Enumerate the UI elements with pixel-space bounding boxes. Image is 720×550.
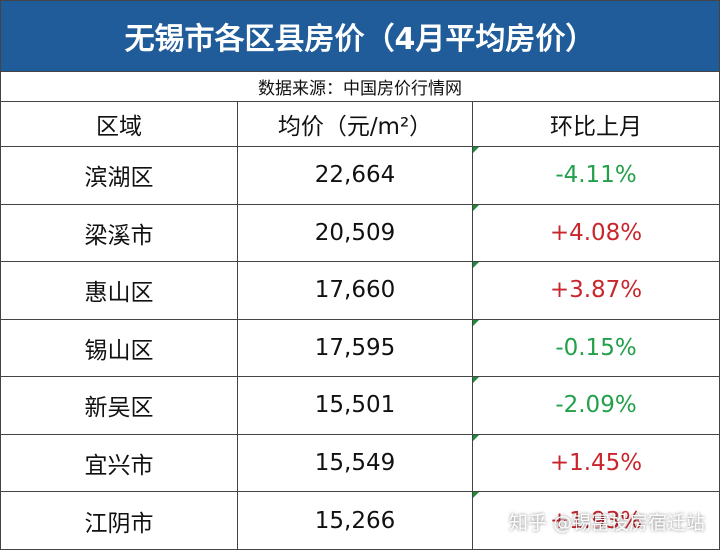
column-header: 均价（元/m²） xyxy=(238,102,473,146)
table-cell: -2.09% xyxy=(473,377,719,434)
table-cell: 17,595 xyxy=(238,319,473,376)
table-cell: 22,664 xyxy=(238,147,473,204)
column-header: 环比上月 xyxy=(550,114,642,140)
title: 无锡市各区县房价（4月平均房价） xyxy=(1,1,719,72)
table-row: 惠山区 17,660 +3.87% xyxy=(1,262,719,320)
table-cell: 20,509 xyxy=(238,204,473,261)
table-row: 滨湖区 22,664 -4.11% xyxy=(1,147,719,205)
watermark: 知乎 @锡富投房宿迁站 xyxy=(508,512,705,534)
table-cell: 梁溪市 xyxy=(1,204,238,261)
header-row: 区域 均价（元/m²） 环比上月 xyxy=(1,102,719,147)
table-cell: +4.08% xyxy=(473,204,719,262)
column-header: 区域 xyxy=(1,102,238,146)
table-row: 新吴区 15,501 -2.09% xyxy=(1,377,719,435)
table-cell: +1.93% xyxy=(473,492,719,550)
table-row: 宜兴市 15,549 +1.45% xyxy=(1,434,719,492)
table-cell: 江阴市 xyxy=(1,492,238,550)
table-row: 梁溪市 20,509 +4.08% xyxy=(1,204,719,262)
table-cell: 锡山区 xyxy=(1,319,238,376)
source: 数据来源：中国房价行情网 xyxy=(1,72,719,102)
table-cell: -4.11% xyxy=(473,147,719,204)
table-cell: 15,549 xyxy=(238,434,473,491)
table-cell: 宜兴市 xyxy=(1,434,238,491)
table-cell: +3.87% xyxy=(473,262,719,319)
table-row: 江阴市 15,266 +1.93% xyxy=(1,492,719,550)
table-cell: 15,501 xyxy=(238,377,473,434)
table-cell: 滨湖区 xyxy=(1,147,238,204)
table-cell: 17,660 xyxy=(238,262,473,319)
table-row: 锡山区 17,595 -0.15% xyxy=(1,319,719,377)
table: 区域 均价（元/m²） 环比上月 滨湖区 22,664 -4.11% 梁溪市 20,509 +4… xyxy=(1,102,719,550)
table-cell: +1.45% xyxy=(473,434,719,492)
table-cell: 15,266 xyxy=(238,492,473,550)
table-cell: 惠山区 xyxy=(1,262,238,319)
table-cell: -0.15% xyxy=(473,319,719,377)
table-cell: 新吴区 xyxy=(1,377,238,434)
